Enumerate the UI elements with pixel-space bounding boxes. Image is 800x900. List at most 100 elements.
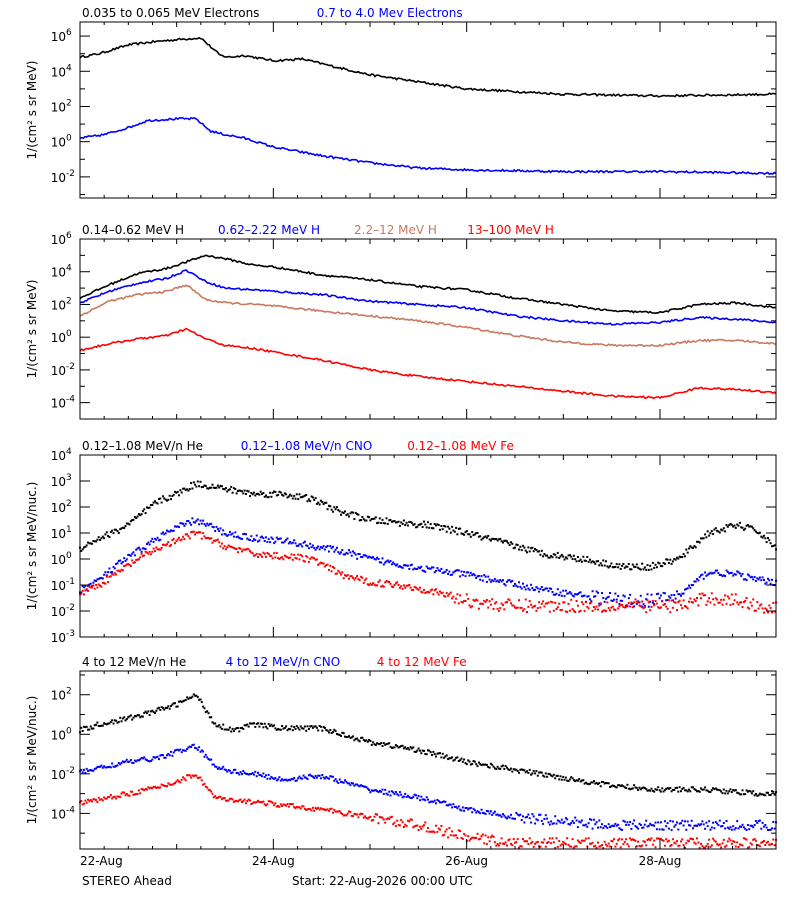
data-point [560,553,563,556]
data-point [607,566,610,569]
data-point [297,544,300,547]
data-point [420,795,423,798]
data-point [690,786,693,789]
data-point [771,578,773,581]
data-point [706,530,709,533]
data-point [381,518,384,521]
data-point [131,552,134,555]
data-point [95,583,98,586]
data-point [123,716,126,719]
data-point [582,779,585,782]
data-point [459,808,462,811]
data-point [384,743,387,746]
data-point [92,727,95,730]
data-point [352,576,354,579]
data-point [200,522,203,525]
data-point [618,563,621,566]
data-point [650,605,653,608]
data-point [684,605,686,607]
data-point [453,834,456,837]
data-point [220,727,223,730]
data-point [667,595,670,598]
data-point [732,825,735,828]
data-point [508,816,511,819]
data-point [218,541,221,544]
data-point [187,520,190,522]
data-point [297,498,300,501]
data-point [97,583,100,586]
data-point [562,555,565,558]
data-point [145,788,148,791]
data-point [621,603,624,606]
data-point [409,746,412,749]
data-point [357,578,360,581]
data-point [83,768,85,771]
data-point [369,815,372,818]
data-point [307,808,310,810]
data-point [265,536,267,539]
data-point [653,566,656,569]
data-point [154,756,156,759]
data-point [519,585,522,588]
data-point [204,484,207,487]
data-point [487,810,490,813]
data-point [696,597,698,599]
data-point [364,785,367,788]
data-point [182,749,185,752]
data-point [610,599,613,602]
data-point [360,736,363,739]
data-point [210,716,213,719]
data-point [469,763,472,766]
data-point [85,588,88,591]
data-point [764,537,767,540]
data-point [412,795,415,798]
data-point [479,535,482,538]
data-point [647,838,650,840]
data-point [348,577,350,580]
data-point [238,547,241,549]
data-point [299,777,302,780]
data-point [364,554,367,557]
data-point [455,805,458,808]
data-point [572,595,575,598]
data-point [431,588,433,591]
data-point [417,566,420,569]
data-point [176,490,179,493]
data-point [669,819,672,822]
data-point [435,569,437,572]
data-point [590,600,593,603]
data-point [384,561,387,564]
data-point [709,845,712,848]
data-point [283,554,286,557]
data-point [519,813,522,816]
data-point [202,532,205,535]
data-point [210,486,213,489]
data-point [443,756,446,759]
data-point [330,807,333,810]
data-point [174,782,176,784]
data-point [435,755,437,758]
data-point [738,825,741,828]
data-point [187,746,190,749]
data-point [401,744,404,747]
data-point [696,790,698,793]
data-point [591,841,594,844]
data-point [384,788,387,791]
data-point [633,605,636,608]
data-point [508,838,511,841]
data-point [489,836,492,839]
data-point [93,540,96,543]
data-point [748,574,751,577]
data-point [622,606,625,608]
data-point [420,565,423,568]
data-point [601,844,603,846]
data-point [223,488,226,491]
data-point [641,562,644,565]
data-point [760,841,763,844]
data-point [373,743,376,746]
data-point [243,532,246,535]
data-point [643,787,646,790]
data-point [115,573,118,576]
data-point [504,816,507,819]
data-point [83,586,85,589]
